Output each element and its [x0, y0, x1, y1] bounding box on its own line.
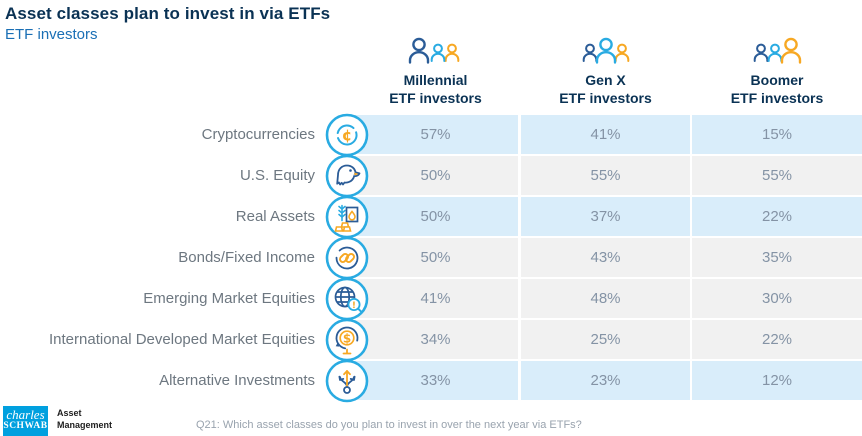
table-row: Real Assets 50% 37% 22% [0, 195, 862, 239]
value-cell: 15% [692, 115, 862, 154]
column-header-genx: Gen X ETF investors [521, 34, 690, 107]
value-cell: 22% [692, 320, 862, 359]
column-label: Millennial ETF investors [389, 72, 482, 106]
value-cell: 25% [521, 320, 690, 359]
table-row: International Developed Market Equities … [0, 318, 862, 362]
svg-text:!: ! [352, 301, 356, 311]
value-cell: 48% [521, 279, 690, 318]
row-label: Bonds/Fixed Income [178, 249, 315, 266]
page-subtitle: ETF investors [5, 26, 98, 43]
value-cell: 55% [692, 156, 862, 195]
table-row: U.S. Equity 50% 55% 55% [0, 154, 862, 198]
column-header-millennial: Millennial ETF investors [353, 34, 518, 107]
value-cell: 55% [521, 156, 690, 195]
boomer-people-icon [745, 34, 809, 68]
logo-charles-text: charles [6, 407, 45, 422]
page-title: Asset classes plan to invest in via ETFs [5, 4, 331, 23]
asset-management-label: Asset Management [57, 408, 113, 430]
value-cell: 22% [692, 197, 862, 236]
row-label: U.S. Equity [239, 167, 315, 184]
logo-schwab-text: SCHWAB [3, 421, 48, 431]
table-row: Cryptocurrencies ¢ 57% 41% 15% [0, 113, 862, 157]
dollar-cycle-icon: $ [325, 318, 369, 362]
value-cell: 57% [353, 115, 518, 154]
value-cell: 23% [521, 361, 690, 400]
value-cell: 43% [521, 238, 690, 277]
value-cell: 35% [692, 238, 862, 277]
svg-text:¢: ¢ [342, 126, 352, 144]
svg-text:$: $ [343, 331, 351, 345]
row-label: Cryptocurrencies [201, 126, 315, 143]
row-label: Real Assets [235, 208, 315, 225]
column-label: Boomer ETF investors [730, 72, 824, 106]
table-row: Bonds/Fixed Income 50% 43% 35% [0, 236, 862, 280]
eagle-icon [325, 154, 369, 198]
column-headers: Millennial ETF investors [353, 34, 862, 107]
source-note: Q21: Which asset classes do you plan to … [196, 419, 582, 431]
genx-people-icon [574, 34, 638, 68]
value-cell: 34% [353, 320, 518, 359]
branching-arrows-icon [325, 359, 369, 403]
column-label: Gen X ETF investors [559, 72, 652, 106]
column-header-boomer: Boomer ETF investors [692, 34, 862, 107]
globe-magnifier-icon: ! [325, 277, 369, 321]
row-label: International Developed Market Equities [49, 331, 315, 348]
chain-link-icon [325, 236, 369, 280]
value-cell: 50% [353, 197, 518, 236]
table-row: Alternative Investments [0, 359, 862, 403]
value-cell: 41% [353, 279, 518, 318]
row-label: Alternative Investments [159, 372, 315, 389]
title-block: Asset classes plan to invest in via ETFs… [5, 4, 330, 43]
table-row: Emerging Market Equities ! 41% 48% 30% [0, 277, 862, 321]
real-assets-icon [325, 195, 369, 239]
value-cell: 12% [692, 361, 862, 400]
millennial-people-icon [404, 34, 468, 68]
value-cell: 41% [521, 115, 690, 154]
row-label: Emerging Market Equities [143, 290, 315, 307]
value-cell: 50% [353, 238, 518, 277]
data-table: Cryptocurrencies ¢ 57% 41% 15% U.S. Equi… [0, 113, 862, 403]
value-cell: 30% [692, 279, 862, 318]
value-cell: 37% [521, 197, 690, 236]
cryptocurrency-icon: ¢ [325, 113, 369, 157]
value-cell: 50% [353, 156, 518, 195]
charles-schwab-logo: charles SCHWAB [3, 406, 48, 436]
value-cell: 33% [353, 361, 518, 400]
